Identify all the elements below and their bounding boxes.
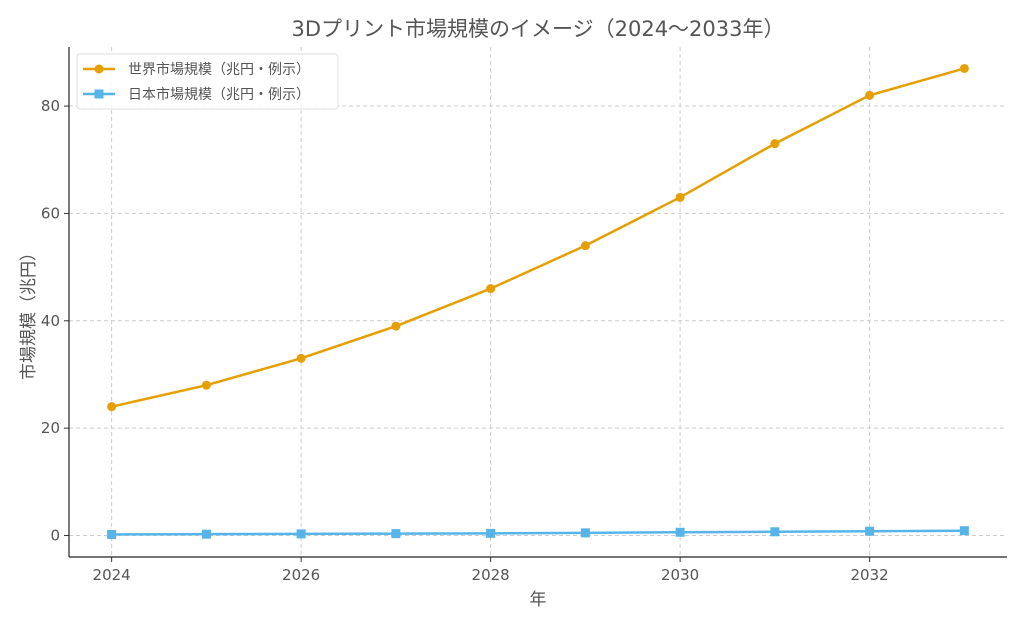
chart-title: 3Dプリント市場規模のイメージ（2024〜2033年） <box>292 17 785 41</box>
x-tick-label: 2024 <box>93 566 131 584</box>
series-line <box>111 529 965 536</box>
data-point <box>296 529 306 539</box>
data-point <box>201 529 211 539</box>
legend-label: 世界市場規模（兆円・例示） <box>128 61 310 78</box>
data-point <box>107 529 117 539</box>
x-axis-label: 年 <box>530 590 547 610</box>
data-point <box>770 139 780 149</box>
data-point <box>770 527 780 537</box>
data-point <box>959 63 969 73</box>
x-tick-label: 2026 <box>282 566 320 584</box>
data-point <box>486 528 496 538</box>
y-tick-label: 80 <box>41 97 60 115</box>
y-tick-label: 20 <box>41 419 60 437</box>
data-point <box>391 529 401 539</box>
y-tick-label: 40 <box>41 312 60 330</box>
legend-marker <box>94 64 104 74</box>
data-point <box>486 284 496 294</box>
data-point <box>107 402 117 412</box>
data-point <box>201 380 211 390</box>
legend: 世界市場規模（兆円・例示） 日本市場規模（兆円・例示） <box>76 53 339 110</box>
y-tick-label: 60 <box>41 204 60 222</box>
x-tick-label: 2030 <box>661 566 699 584</box>
legend-box <box>76 53 339 110</box>
data-point <box>865 526 875 536</box>
legend-label: 日本市場規模（兆円・例示） <box>128 86 310 103</box>
data-point <box>580 241 590 251</box>
y-tick-label: 0 <box>50 527 60 545</box>
data-point <box>959 526 969 536</box>
x-tick-label: 2028 <box>472 566 510 584</box>
data-point <box>865 90 875 100</box>
data-point <box>296 353 306 363</box>
legend-marker <box>94 89 104 99</box>
series-line <box>111 67 965 408</box>
data-point <box>675 192 685 202</box>
x-tick-label: 2032 <box>851 566 889 584</box>
data-point <box>391 321 401 331</box>
y-axis-label: 市場規模（兆円） <box>19 244 39 380</box>
data-point <box>675 527 685 537</box>
data-point <box>580 528 590 538</box>
